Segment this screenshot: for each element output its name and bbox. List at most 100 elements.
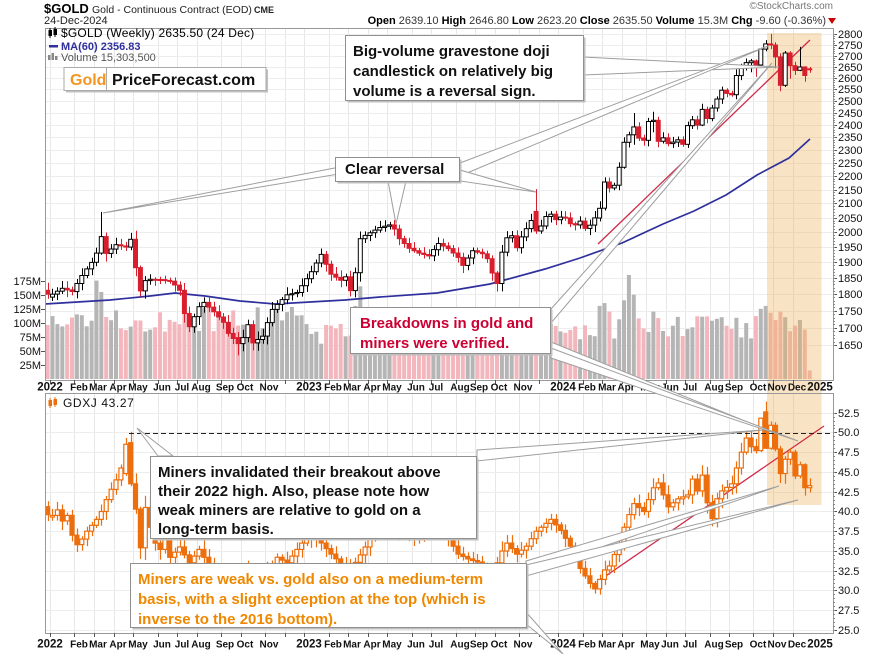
svg-text:Jul: Jul [429,640,444,651]
svg-text:175M: 175M [13,276,41,288]
svg-text:Mar: Mar [89,383,107,394]
svg-text:2022: 2022 [37,639,63,651]
svg-text:Oct: Oct [491,640,508,651]
svg-text:1700: 1700 [838,323,862,335]
svg-text:Apr: Apr [109,383,126,394]
svg-text:27.5: 27.5 [838,605,859,617]
svg-text:2450: 2450 [838,108,862,120]
svg-text:CME: CME [254,5,274,15]
svg-text:125M: 125M [13,304,41,316]
svg-text:Mar: Mar [598,640,616,651]
svg-text:Oct: Oct [750,640,767,651]
svg-text:100M: 100M [13,318,41,330]
svg-text:2022: 2022 [37,382,63,394]
svg-text:1850: 1850 [838,273,862,285]
svg-text:Mar: Mar [598,383,616,394]
svg-text:Apr: Apr [109,640,126,651]
svg-text:Jul: Jul [429,383,444,394]
svg-text:2650: 2650 [838,62,862,74]
svg-text:Sep: Sep [470,383,488,394]
svg-text:Feb: Feb [578,383,596,394]
svg-text:Apr: Apr [363,383,380,394]
svg-text:volume is a reversal sign.: volume is a reversal sign. [353,83,536,100]
svg-text:2023: 2023 [296,382,322,394]
svg-text:Feb: Feb [324,640,342,651]
svg-text:Breakdowns in gold and: Breakdowns in gold and [360,315,533,332]
svg-text:their 2022 high. Also, please: their 2022 high. Also, please note how [158,483,430,500]
svg-text:Aug: Aug [704,383,723,394]
svg-text:45.0: 45.0 [838,467,859,479]
svg-text:Apr: Apr [363,640,380,651]
svg-text:Nov: Nov [768,640,787,651]
svg-text:Jul: Jul [175,383,190,394]
svg-text:2023: 2023 [296,639,322,651]
svg-text:Sep: Sep [216,383,234,394]
svg-text:May: May [382,383,402,394]
svg-text:Sep: Sep [470,640,488,651]
svg-text:Dec: Dec [788,640,807,651]
svg-text:Nov: Nov [514,383,533,394]
svg-text:Jun: Jun [661,640,679,651]
svg-text:2024: 2024 [550,382,576,394]
svg-text:1950: 1950 [838,242,862,254]
svg-text:MA(60) 2356.83: MA(60) 2356.83 [61,41,141,53]
svg-text:Feb: Feb [324,383,342,394]
svg-text:Big-volume gravestone doji: Big-volume gravestone doji [353,43,550,60]
svg-text:2700: 2700 [838,51,862,63]
svg-text:Jun: Jun [153,640,171,651]
svg-text:$GOLD (Weekly) 2635.50 (24 Dec: $GOLD (Weekly) 2635.50 (24 Dec) [61,26,254,40]
svg-text:40.0: 40.0 [838,506,859,518]
svg-text:25.0: 25.0 [838,625,859,637]
svg-text:Jun: Jun [661,383,679,394]
svg-text:Nov: Nov [514,640,533,651]
svg-text:Gold: Gold [70,72,106,89]
svg-text:weak miners are relative to go: weak miners are relative to gold on a [157,502,421,519]
svg-text:Oct: Oct [237,640,254,651]
svg-text:25M: 25M [20,360,41,372]
svg-text:Mar: Mar [343,640,361,651]
svg-text:2100: 2100 [838,198,862,210]
svg-text:Jul: Jul [683,640,698,651]
svg-text:47.5: 47.5 [838,447,859,459]
svg-text:Dec: Dec [788,383,807,394]
svg-text:2550: 2550 [838,84,862,96]
svg-text:Apr: Apr [617,640,634,651]
svg-text:©StockCharts.com: ©StockCharts.com [749,1,833,12]
svg-text:52.5: 52.5 [838,408,859,420]
svg-text:Aug: Aug [450,640,469,651]
svg-text:2500: 2500 [838,96,862,108]
svg-text:2200: 2200 [838,171,862,183]
svg-text:Feb: Feb [578,640,596,651]
svg-text:1750: 1750 [838,306,862,318]
svg-text:1900: 1900 [838,257,862,269]
svg-text:50.0: 50.0 [838,427,859,439]
svg-text:Aug: Aug [191,383,210,394]
svg-text:42.5: 42.5 [838,487,859,499]
svg-text:Sep: Sep [725,640,743,651]
svg-text:May: May [128,383,148,394]
svg-text:Oct: Oct [491,383,508,394]
svg-text:2000: 2000 [838,227,862,239]
svg-text:Volume 15,303,500: Volume 15,303,500 [61,52,156,64]
svg-text:Jul: Jul [683,383,698,394]
svg-text:Jun: Jun [407,640,425,651]
svg-text:2350: 2350 [838,132,862,144]
svg-text:GDXJ 43.27: GDXJ 43.27 [63,396,134,410]
svg-text:Feb: Feb [70,383,88,394]
svg-text:May: May [640,640,660,651]
svg-text:Miners are weak vs. gold also: Miners are weak vs. gold also on a mediu… [138,571,483,588]
svg-text:May: May [128,640,148,651]
svg-text:2025: 2025 [807,382,833,394]
svg-text:2400: 2400 [838,120,862,132]
svg-text:inverse to the 2016 bottom).: inverse to the 2016 bottom). [138,611,337,628]
svg-text:Nov: Nov [768,383,787,394]
svg-text:1650: 1650 [838,340,862,352]
svg-text:32.5: 32.5 [838,566,859,578]
svg-text:2300: 2300 [838,145,862,157]
svg-text:PriceForecast.com: PriceForecast.com [112,72,255,89]
svg-text:2800: 2800 [838,29,862,41]
svg-text:Oct: Oct [237,383,254,394]
svg-text:Jun: Jun [153,383,171,394]
svg-text:long-term basis.: long-term basis. [158,521,274,538]
svg-text:Jun: Jun [407,383,425,394]
